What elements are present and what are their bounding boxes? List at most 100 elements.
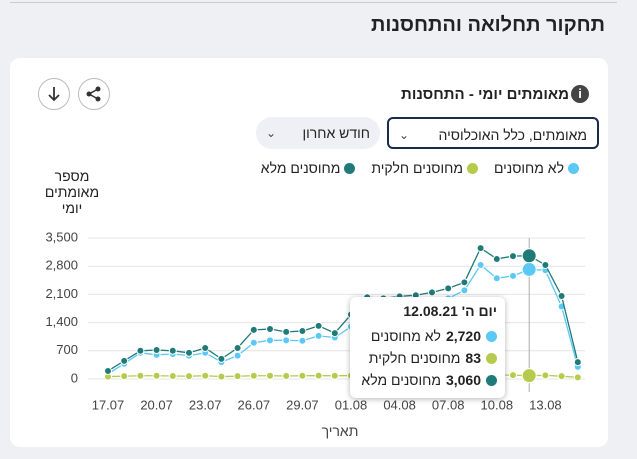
tooltip-label: מחוסנים מלא xyxy=(361,372,441,388)
data-point xyxy=(460,278,469,287)
data-point xyxy=(185,348,193,357)
x-tick-label: 29.07 xyxy=(286,397,319,412)
card-title: מאומתים יומי - התחסנות xyxy=(401,86,569,103)
population-dropdown[interactable]: מאומתים, כלל האוכלוסיה ⌄ xyxy=(387,117,599,149)
data-point xyxy=(185,372,193,381)
data-point xyxy=(266,325,274,334)
data-point xyxy=(330,329,339,338)
data-point xyxy=(266,371,274,380)
data-point xyxy=(476,260,485,269)
share-button[interactable] xyxy=(78,78,110,110)
tooltip-label: לא מחוסנים xyxy=(370,328,441,344)
x-tick-label: 07.08 xyxy=(432,397,465,412)
data-point xyxy=(282,336,291,345)
data-point xyxy=(541,371,550,380)
data-point xyxy=(541,260,550,269)
data-point xyxy=(152,371,161,380)
data-point xyxy=(217,354,226,363)
data-point xyxy=(168,371,177,380)
y-tick-label: 0 xyxy=(71,370,78,385)
y-tick-label: 2,800 xyxy=(45,258,78,273)
data-point xyxy=(557,372,566,381)
tooltip-swatch xyxy=(486,352,497,364)
data-point xyxy=(509,371,517,380)
data-point xyxy=(136,371,145,380)
data-point xyxy=(330,371,339,380)
tooltip-row: 3,060 מחוסנים מלא xyxy=(358,369,497,391)
y-tick-label: 1,400 xyxy=(45,314,78,329)
x-tick-label: 17.07 xyxy=(92,397,125,412)
download-button[interactable] xyxy=(38,78,70,110)
tooltip-swatch xyxy=(486,330,497,342)
legend-item: לא מחוסנים xyxy=(494,160,579,176)
x-tick-label: 10.08 xyxy=(481,397,514,412)
data-point xyxy=(201,343,210,352)
period-dropdown[interactable]: חודש אחרון ⌄ xyxy=(256,117,380,149)
info-icon[interactable]: i xyxy=(571,85,589,103)
data-point xyxy=(521,368,537,384)
legend-label: מחוסנים חלקית xyxy=(371,160,463,176)
series-line xyxy=(107,264,579,375)
data-point xyxy=(298,327,307,336)
data-point xyxy=(314,371,323,380)
data-point xyxy=(104,366,112,375)
legend-label: לא מחוסנים xyxy=(493,160,564,176)
data-point xyxy=(233,372,242,381)
data-point xyxy=(492,274,501,283)
divider xyxy=(10,2,617,3)
tooltip-row: 83 מחוסנים חלקית xyxy=(358,347,497,369)
data-point xyxy=(249,338,258,347)
data-point xyxy=(492,254,501,263)
tooltip-row: 2,720 לא מחוסנים xyxy=(358,325,497,347)
x-tick-label: 20.07 xyxy=(140,397,173,412)
tooltip-title: יום ה' 12.08.21 xyxy=(403,303,497,319)
legend-item: מחוסנים חלקית xyxy=(371,160,478,176)
data-point xyxy=(521,261,537,277)
data-point xyxy=(282,371,291,380)
legend-swatch xyxy=(344,162,356,174)
data-point xyxy=(557,292,566,301)
y-tick-label: 700 xyxy=(56,342,78,357)
legend-item: מחוסנים מלא xyxy=(261,160,356,176)
data-point xyxy=(573,358,582,367)
data-point xyxy=(509,271,517,280)
legend-label: מחוסנים מלא xyxy=(260,160,341,176)
x-tick-label: 13.08 xyxy=(529,397,562,412)
data-point xyxy=(460,286,469,295)
x-tick-label: 04.08 xyxy=(383,397,416,412)
dropdown-text: מאומתים, כלל האוכלוסיה xyxy=(438,127,587,143)
page-title: תחקור תחלואה והתחסנות xyxy=(371,14,605,36)
data-point xyxy=(233,351,242,360)
data-point xyxy=(266,336,274,345)
tooltip: יום ה' 12.08.21 2,720 לא מחוסנים 83 מחוסנים … xyxy=(350,297,505,398)
x-tick-label: 01.08 xyxy=(335,397,368,412)
data-point xyxy=(298,336,307,345)
data-point xyxy=(314,331,323,340)
data-point xyxy=(509,252,517,261)
data-point xyxy=(201,371,210,380)
dropdown-text: חודש אחרון xyxy=(302,125,370,141)
data-point xyxy=(233,343,242,352)
data-point xyxy=(428,288,436,297)
legend-swatch xyxy=(466,162,478,174)
data-point xyxy=(521,248,537,264)
x-tick-label: 23.07 xyxy=(189,397,222,412)
data-point xyxy=(152,345,161,354)
x-axis-label: תאריך xyxy=(321,423,359,439)
data-point xyxy=(249,325,258,334)
data-point xyxy=(298,371,307,380)
data-point xyxy=(476,244,485,253)
tooltip-value: 2,720 xyxy=(445,328,481,344)
data-point xyxy=(249,371,258,380)
tooltip-value: 83 xyxy=(465,350,481,366)
tooltip-label: מחוסנים חלקית xyxy=(368,350,461,366)
data-point xyxy=(136,346,145,355)
x-tick-label: 26.07 xyxy=(238,397,271,412)
tooltip-value: 3,060 xyxy=(445,372,481,388)
y-axis-label: מספר מאומתים יומי xyxy=(44,168,100,216)
data-point xyxy=(573,373,582,382)
data-point xyxy=(120,372,129,381)
y-tick-label: 3,500 xyxy=(45,229,78,244)
